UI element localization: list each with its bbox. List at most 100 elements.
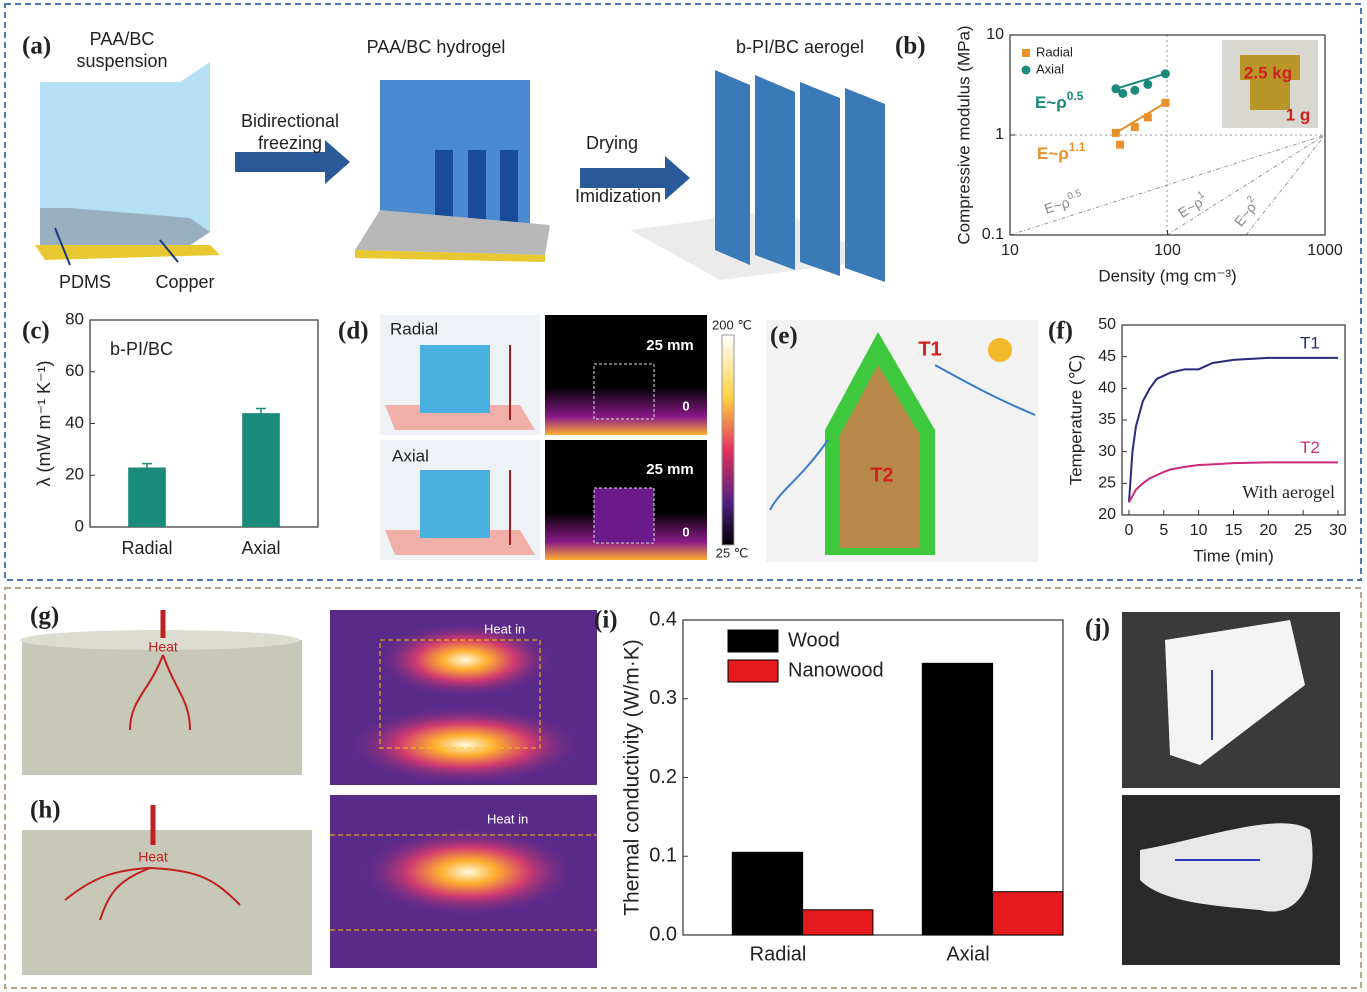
- legend-label: Radial: [1036, 44, 1073, 59]
- scale-label: 0: [682, 398, 689, 413]
- weight: [1240, 55, 1300, 110]
- legend-label: Axial: [1036, 61, 1064, 76]
- illustration-d: [380, 315, 735, 560]
- caption: Bidirectional: [241, 111, 339, 131]
- x-tick-label: 10: [1001, 242, 1019, 259]
- y-tick-label: 40: [65, 413, 84, 432]
- line: [1127, 356, 1339, 503]
- x-tick-label: 15: [1225, 522, 1243, 539]
- y-tick-label: 35: [1098, 411, 1116, 428]
- annotation: E~ρ1.1: [1037, 140, 1086, 163]
- photo-e: [766, 320, 1038, 562]
- caption: Axial: [392, 446, 429, 465]
- point: [1111, 128, 1120, 137]
- sensor-label: T1: [918, 338, 941, 360]
- y-tick-label: 20: [1098, 506, 1116, 523]
- scale-label: 25 mm: [646, 461, 694, 478]
- caption: Heat in: [487, 811, 528, 826]
- y-tick-label: 0.1: [649, 845, 677, 867]
- y-tick-label: 40: [1098, 380, 1116, 397]
- series-label: T2: [1300, 438, 1320, 457]
- caption: b-PI/BC aerogel: [736, 37, 864, 57]
- legend-label: Wood: [788, 629, 840, 651]
- x-tick-label: Axial: [946, 943, 989, 965]
- y-tick-label: 0.0: [649, 923, 677, 945]
- error-bar: [256, 407, 266, 418]
- y-tick-label: 0.1: [982, 226, 1004, 243]
- bar: [992, 891, 1064, 936]
- photo-label: 1 g: [1286, 105, 1311, 124]
- point: [1143, 79, 1153, 89]
- y-tick-label: 60: [65, 361, 84, 380]
- photo-j: [1122, 612, 1340, 965]
- legend-marker: [727, 629, 779, 653]
- frame-top: [4, 3, 1362, 581]
- x-tick-label: 5: [1159, 522, 1168, 539]
- panel-label: (f): [1048, 318, 1073, 345]
- point: [1161, 98, 1170, 107]
- annotation: E~ρ0.5: [1035, 89, 1084, 112]
- panel-label: (a): [22, 33, 51, 60]
- bar: [731, 851, 804, 936]
- point: [1160, 69, 1170, 79]
- y-axis-label: Thermal conductivity (W/m·K): [621, 639, 644, 916]
- panel-label: (i): [594, 607, 618, 634]
- x-axis-label: Density (mg cm⁻³): [1098, 266, 1236, 285]
- point: [1130, 123, 1139, 132]
- annotation: E~ρ0.5: [1042, 187, 1085, 216]
- y-tick-label: 0.3: [649, 687, 677, 709]
- legend-marker: [1021, 65, 1031, 75]
- panel-label: (g): [30, 603, 59, 630]
- colorbar-label: 200 ℃: [712, 317, 752, 332]
- guide-line: [1245, 134, 1326, 236]
- sensor-label: T2: [870, 464, 893, 486]
- illustration-a: [35, 62, 885, 282]
- fit-line: [1115, 101, 1166, 134]
- legend-label: Nanowood: [788, 659, 884, 681]
- x-tick-label: 10: [1190, 522, 1208, 539]
- x-tick-label: 20: [1259, 522, 1277, 539]
- guide-line: [1166, 134, 1326, 236]
- y-axis-label: Temperature (℃): [1066, 355, 1085, 486]
- panel-label: (h): [30, 797, 61, 824]
- illustration-gh: [20, 610, 597, 975]
- y-tick-label: 0: [75, 516, 84, 535]
- caption: Radial: [390, 319, 438, 338]
- y-tick-label: 20: [65, 465, 84, 484]
- y-tick-label: 30: [1098, 443, 1116, 460]
- panel-label: (j): [1085, 615, 1110, 642]
- caption: freezing: [258, 133, 322, 153]
- caption: Imidization: [575, 186, 661, 206]
- point: [1116, 140, 1125, 149]
- photo-label: 2.5 kg: [1244, 63, 1292, 82]
- annotation: b-PI/BC: [110, 339, 173, 359]
- bar: [242, 413, 280, 527]
- y-tick-label: 10: [986, 26, 1004, 43]
- y-tick-label: 45: [1098, 348, 1116, 365]
- y-tick-label: 25: [1098, 475, 1116, 492]
- legend-marker: [727, 659, 779, 683]
- y-tick-label: 50: [1098, 316, 1116, 333]
- panel-label: (d): [338, 318, 369, 345]
- y-tick-label: 1: [995, 126, 1004, 143]
- y-tick-label: 80: [65, 309, 84, 328]
- caption: Drying: [586, 133, 638, 153]
- fit-line: [1115, 72, 1166, 90]
- annotation: With aerogel: [1242, 482, 1335, 502]
- x-tick-label: 30: [1329, 522, 1347, 539]
- caption: Heat: [138, 849, 168, 865]
- annotation: E~ρ1: [1174, 189, 1210, 221]
- point: [1118, 89, 1128, 99]
- caption: PAA/BC hydrogel: [367, 37, 506, 57]
- point: [1111, 84, 1121, 94]
- panel-label: (c): [22, 318, 50, 345]
- error-bar: [142, 462, 152, 472]
- y-axis-label: Compressive modulus (MPa): [954, 25, 973, 244]
- x-tick-label: Radial: [750, 943, 807, 965]
- guide-line: [1009, 134, 1326, 236]
- caption: suspension: [76, 51, 167, 71]
- y-tick-label: 0.4: [649, 608, 677, 630]
- series-label: T1: [1300, 333, 1320, 352]
- bar: [802, 909, 874, 936]
